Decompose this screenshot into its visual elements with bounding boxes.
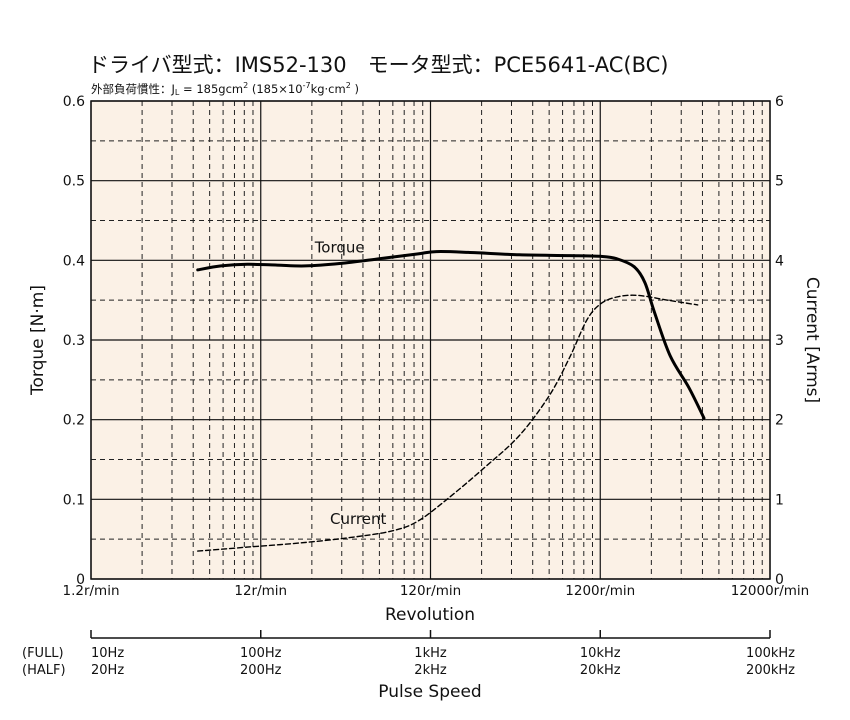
series-line-torque — [196, 250, 706, 420]
y-axis-label-right: Current [Arms] — [802, 277, 822, 403]
pulse-half-label: 20kHz — [580, 663, 621, 678]
y-left-tick-label: 0 — [76, 572, 85, 588]
pulse-row-label-half: (HALF) — [22, 663, 66, 678]
plot-frame — [90, 100, 771, 580]
pulse-full-label: 100Hz — [240, 646, 282, 661]
pulse-row-label-full: (FULL) — [22, 646, 64, 661]
y-right-tick-label: 2 — [775, 413, 784, 429]
subtitle-unit-sup: 2 — [346, 81, 351, 90]
x-tick-label: 1.2r/min — [62, 583, 119, 599]
y-right-tick-label: 4 — [775, 253, 784, 269]
y-right-tick-label: 5 — [775, 174, 784, 190]
pulse-half-label: 2kHz — [414, 663, 447, 678]
annotation-current: Current — [330, 510, 386, 528]
x-tick-label: 12000r/min — [731, 583, 810, 599]
series-line-current — [197, 294, 699, 552]
pulse-half-label: 200Hz — [240, 663, 282, 678]
x-tick-label: 1200r/min — [565, 583, 635, 599]
pulse-half-label: 200kHz — [746, 663, 795, 678]
chart-subtitle: 外部負荷慣性：JL = 185gcm2 (185×10-7kg·cm2 ) — [91, 81, 359, 97]
pulse-axis-label: Pulse Speed — [378, 682, 481, 702]
series-lines — [196, 250, 706, 552]
y-left-ticks: 0 0.1 0.2 0.3 0.4 0.5 0.6 — [63, 94, 85, 588]
y-left-tick-label: 0.2 — [63, 413, 85, 429]
pulse-full-label: 100kHz — [746, 646, 795, 661]
chart-title-group: ドライバ型式：IMS52-130 モータ型式：PCE5641-AC(BC) 外部… — [88, 53, 669, 97]
x-axis-label: Revolution — [385, 605, 475, 625]
x-tick-label: 12r/min — [234, 583, 287, 599]
subtitle-close: ) — [351, 82, 359, 96]
subtitle-rest: = 185gcm — [179, 82, 243, 96]
subtitle-exp: -7 — [303, 81, 311, 90]
y-right-tick-label: 1 — [775, 492, 784, 508]
x-tick-label: 120r/min — [400, 583, 461, 599]
y-left-tick-label: 0.5 — [63, 174, 85, 190]
y-axis-label-left: Torque [N·m] — [28, 285, 48, 396]
pulse-full-label: 1kHz — [414, 646, 447, 661]
y-left-tick-label: 0.3 — [63, 333, 85, 349]
subtitle-unit: kg·cm — [311, 82, 346, 96]
y-left-tick-label: 0.6 — [63, 94, 85, 110]
pulse-full-label: 10kHz — [580, 646, 621, 661]
annotation-torque: Torque — [314, 238, 365, 256]
pulse-axis: (FULL) (HALF) Pulse Speed 10Hz 20Hz 100Hz 2… — [22, 630, 795, 702]
pulse-full-label: 10Hz — [91, 646, 124, 661]
pulse-half-label: 20Hz — [91, 663, 124, 678]
y-right-ticks: 0 1 2 3 4 5 6 — [775, 94, 784, 588]
y-right-tick-label: 0 — [775, 572, 784, 588]
y-left-tick-label: 0.4 — [63, 253, 85, 269]
y-left-tick-label: 0.1 — [63, 492, 85, 508]
chart-title: ドライバ型式：IMS52-130 モータ型式：PCE5641-AC(BC) — [88, 53, 669, 77]
y-right-tick-label: 6 — [775, 94, 784, 110]
subtitle-sup: 2 — [243, 81, 248, 90]
subtitle-text: 外部負荷慣性：J — [91, 82, 175, 96]
subtitle-paren: (185×10 — [248, 82, 302, 96]
annotations: Torque Current — [314, 238, 387, 528]
x-ticks: 1.2r/min 12r/min 120r/min 1200r/min 12000r/m… — [62, 583, 809, 599]
subtitle-sub: L — [175, 88, 180, 97]
y-right-tick-label: 3 — [775, 333, 784, 349]
